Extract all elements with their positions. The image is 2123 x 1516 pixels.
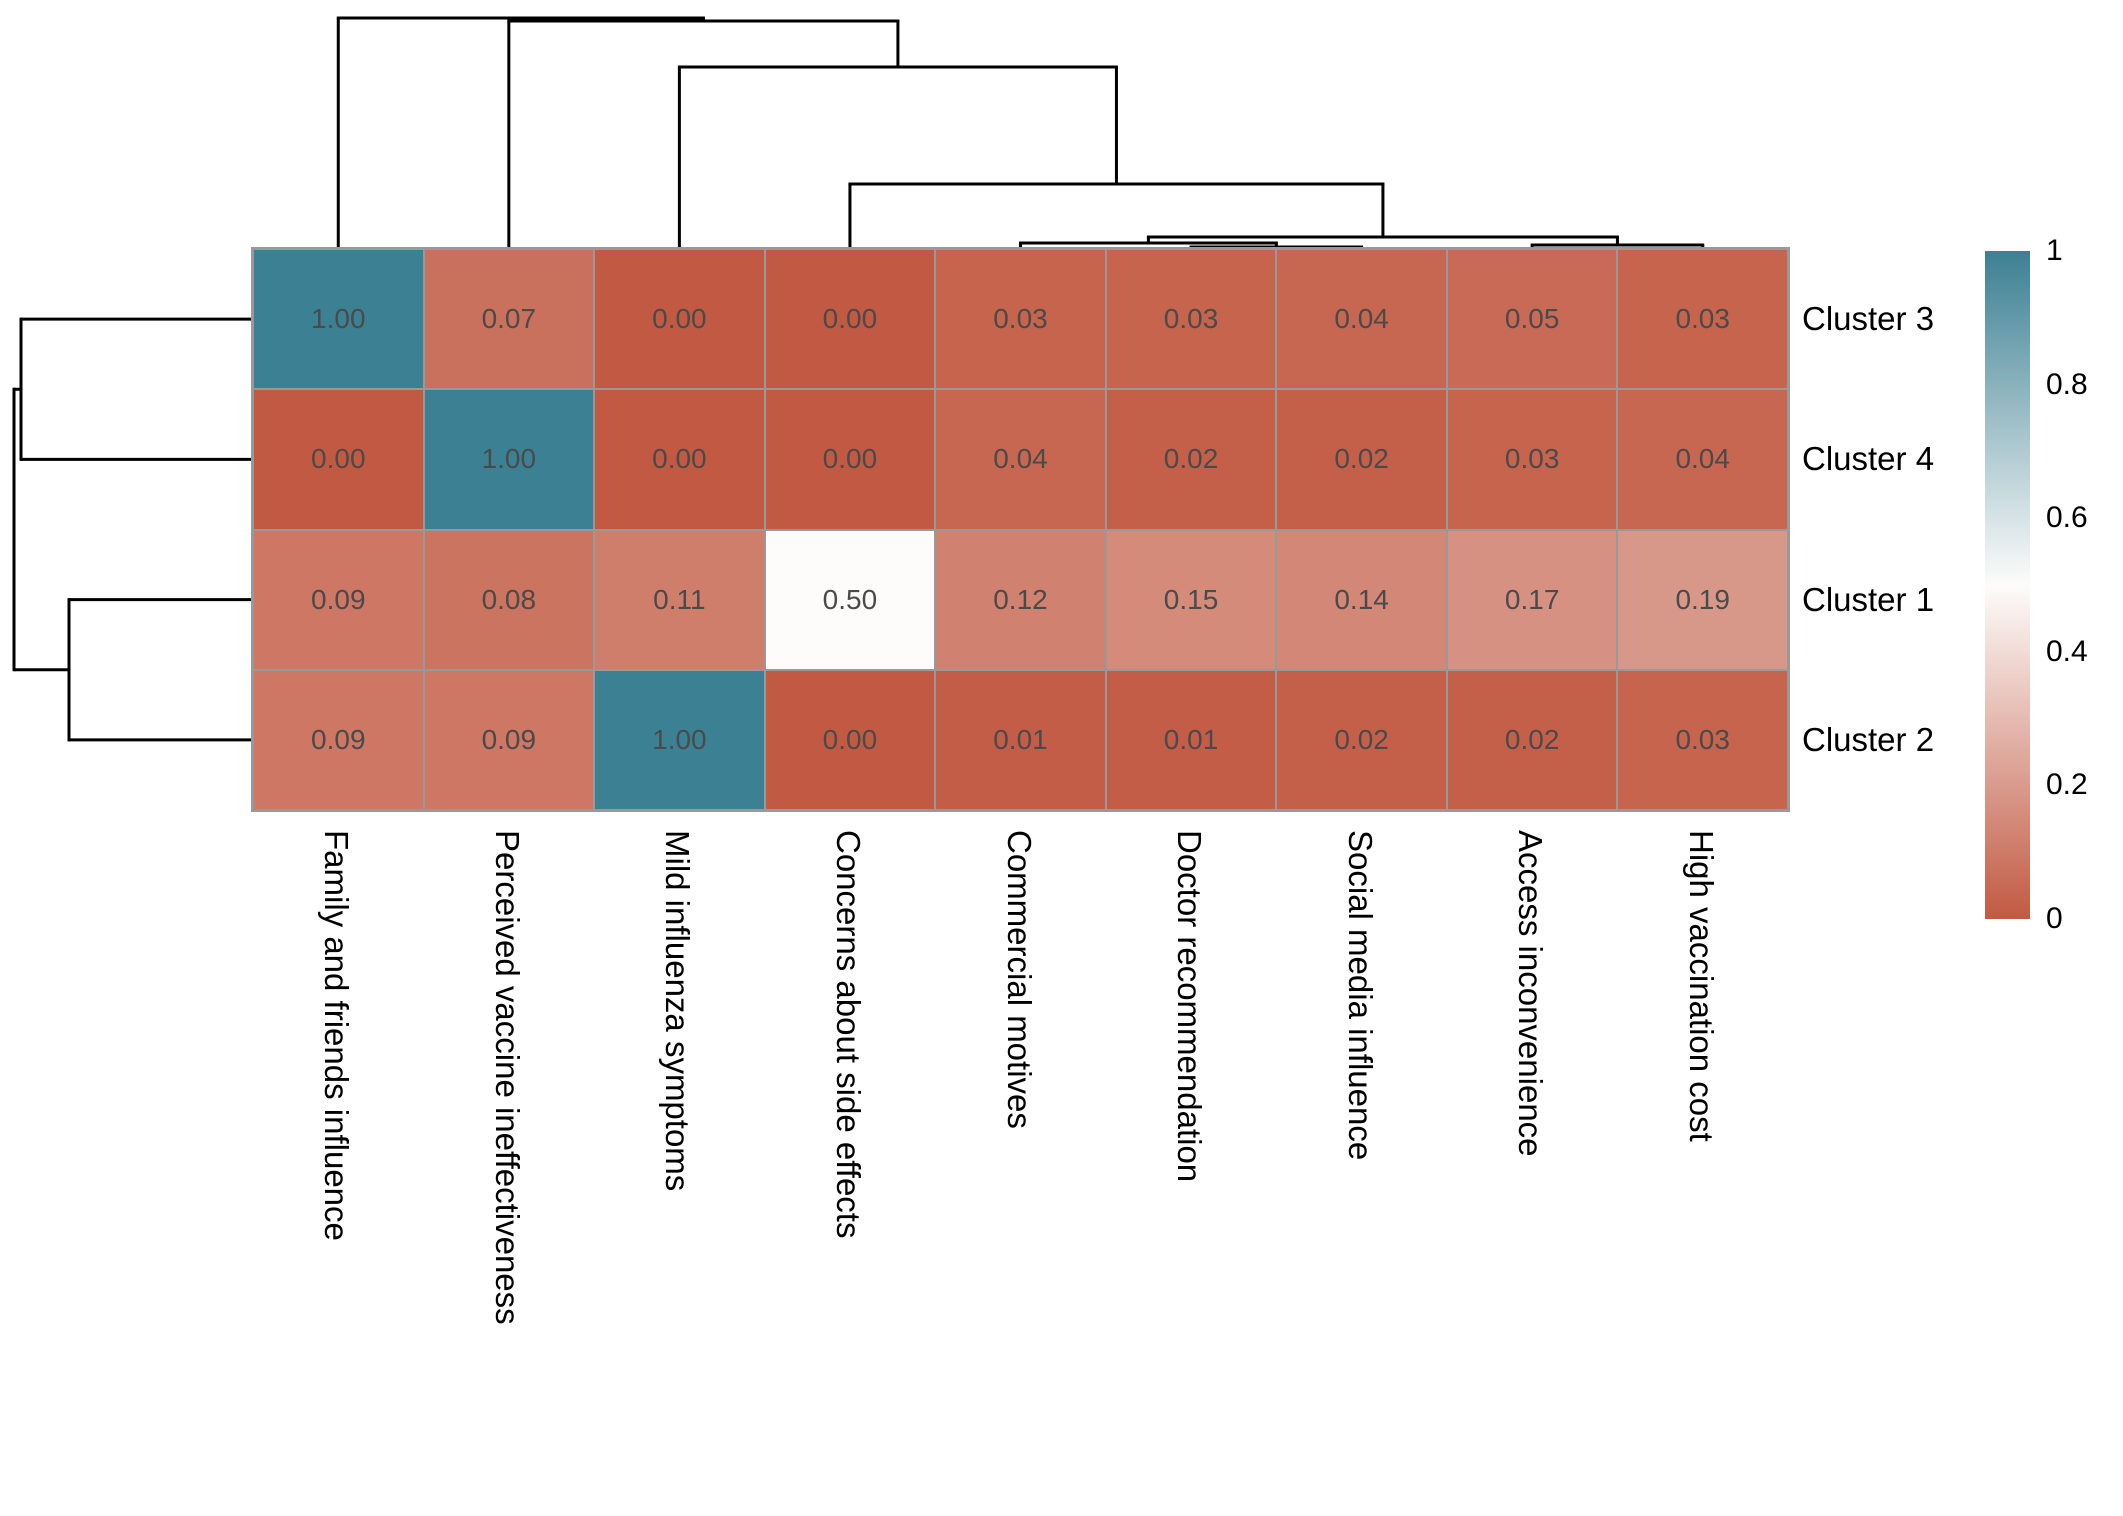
- legend-tick-label: 0: [2046, 902, 2063, 935]
- cell-value: 0.03: [1163, 303, 1219, 335]
- cell-value: 0.02: [1163, 443, 1219, 475]
- column-label: Access inconvenience: [1512, 830, 1550, 1157]
- cell-value: 0.17: [1504, 583, 1560, 615]
- column-label: Perceived vaccine ineffectiveness: [488, 830, 526, 1325]
- heatmap-cell: 0.09: [424, 670, 594, 809]
- heatmap-cell: 0.07: [424, 250, 594, 389]
- column-label: Doctor recommendation: [1171, 830, 1209, 1183]
- cell-value: 0.02: [1334, 723, 1389, 755]
- heatmap-cell: 0.00: [765, 250, 935, 389]
- column-dendrogram: [336, 16, 1705, 249]
- row-label: Cluster 3: [1802, 300, 1935, 338]
- heatmap-cell: 0.09: [254, 530, 423, 669]
- cell-value: 0.15: [1163, 583, 1219, 615]
- cell-value: 0.03: [1504, 443, 1560, 475]
- cell-value: 0.11: [653, 583, 706, 615]
- heatmap-cell: 0.02: [1277, 670, 1446, 809]
- cell-value: 0.19: [1675, 583, 1730, 615]
- heatmap-cell: 0.03: [1618, 250, 1787, 389]
- cell-value: 0.00: [652, 303, 707, 335]
- row-label: Cluster 2: [1802, 720, 1935, 758]
- cell-value: 0.00: [822, 303, 878, 335]
- cell-value: 0.50: [822, 583, 878, 615]
- heatmap-cell: 0.17: [1447, 530, 1617, 669]
- heatmap-cell: 0.09: [254, 670, 423, 809]
- cell-value: 0.00: [822, 443, 878, 475]
- column-label: Mild influenza symptoms: [659, 830, 697, 1192]
- heatmap-cell: 0.00: [765, 390, 935, 529]
- row-dendrogram: [12, 317, 253, 742]
- heatmap-cell: 0.03: [1447, 390, 1617, 529]
- heatmap-grid: 1.00 0.07 0.00 0.00 0.03 0.03 0.04 0.05 0.03 0.00…: [251, 247, 1790, 812]
- row-label: Cluster 1: [1802, 580, 1935, 618]
- cell-value: 0.01: [1163, 723, 1219, 755]
- heatmap-cell: 0.02: [1447, 670, 1617, 809]
- heatmap-cell: 0.00: [595, 390, 764, 529]
- cell-value: 0.04: [1675, 443, 1730, 475]
- column-label: Concerns about side effects: [829, 830, 867, 1239]
- cell-value: 0.05: [1504, 303, 1560, 335]
- cell-value: 0.03: [993, 303, 1048, 335]
- legend-tick-label: 0.2: [2046, 768, 2088, 802]
- cell-value: 0.07: [481, 303, 537, 335]
- heatmap-cell: 0.00: [595, 250, 764, 389]
- cell-value: 0.03: [1675, 723, 1730, 755]
- legend-tick-label: 0.4: [2046, 634, 2088, 668]
- cell-value: 0.03: [1675, 303, 1730, 335]
- heatmap-cell: 0.03: [1106, 250, 1276, 389]
- legend-tick-label: 1: [2046, 234, 2063, 267]
- heatmap-cell: 0.05: [1447, 250, 1617, 389]
- cell-value: 0.00: [311, 443, 366, 475]
- heatmap-cell: 0.50: [765, 530, 935, 669]
- column-label: Social media influence: [1341, 830, 1379, 1161]
- row-label: Cluster 4: [1802, 440, 1935, 478]
- cell-value: 0.02: [1334, 443, 1389, 475]
- heatmap-cell: 0.03: [936, 250, 1105, 389]
- cell-value: 0.02: [1504, 723, 1560, 755]
- cell-value: 0.04: [1334, 303, 1389, 335]
- heatmap-cell: 0.04: [1277, 250, 1446, 389]
- heatmap-cell: 0.00: [765, 670, 935, 809]
- column-label: Family and friends influence: [318, 830, 356, 1241]
- heatmap-cell: 1.00: [595, 670, 764, 809]
- heatmap-cell: 0.15: [1106, 530, 1276, 669]
- heatmap-cell: 0.04: [1618, 390, 1787, 529]
- heatmap-cell: 1.00: [254, 250, 423, 389]
- cell-value: 0.09: [311, 723, 366, 755]
- heatmap-cell: 0.11: [595, 530, 764, 669]
- heatmap-cell: 0.02: [1106, 390, 1276, 529]
- heatmap-cell: 0.00: [254, 390, 423, 529]
- heatmap-cell: 0.12: [936, 530, 1105, 669]
- heatmap-cell: 0.19: [1618, 530, 1787, 669]
- column-label: High vaccination cost: [1682, 830, 1720, 1142]
- cell-value: 0.00: [822, 723, 878, 755]
- cell-value: 0.08: [481, 583, 537, 615]
- heatmap-cell: 0.01: [936, 670, 1105, 809]
- legend-tick-label: 0.6: [2046, 501, 2088, 535]
- heatmap-cell: 0.08: [424, 530, 594, 669]
- column-label: Commercial motives: [1000, 830, 1038, 1129]
- legend-gradient: [1985, 251, 2030, 919]
- cell-value: 0.09: [481, 723, 537, 755]
- cell-value: 1.00: [652, 723, 707, 755]
- cell-value: 0.00: [652, 443, 707, 475]
- cell-value: 1.00: [311, 303, 366, 335]
- heatmap-cell: 0.03: [1618, 670, 1787, 809]
- legend-tick-label: 0.8: [2046, 367, 2088, 401]
- heatmap-cell: 1.00: [424, 390, 594, 529]
- cell-value: 0.01: [993, 723, 1048, 755]
- heatmap-cell: 0.04: [936, 390, 1105, 529]
- cell-value: 1.00: [481, 443, 537, 475]
- heatmap-cell: 0.01: [1106, 670, 1276, 809]
- cell-value: 0.14: [1334, 583, 1389, 615]
- heatmap-cell: 0.14: [1277, 530, 1446, 669]
- cell-value: 0.09: [311, 583, 366, 615]
- cell-value: 0.12: [993, 583, 1048, 615]
- cell-value: 0.04: [993, 443, 1048, 475]
- heatmap-cell: 0.02: [1277, 390, 1446, 529]
